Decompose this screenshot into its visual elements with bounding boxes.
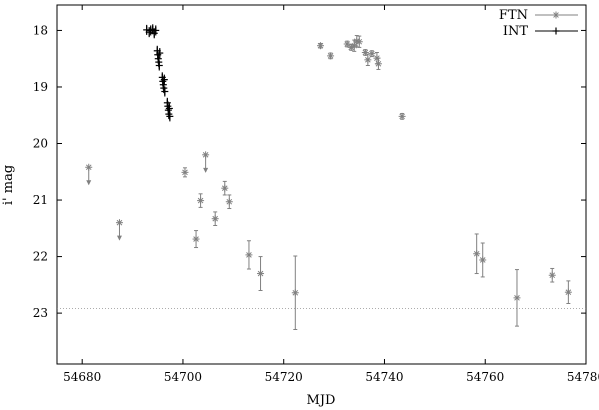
y-tick-label: 18 [33, 23, 48, 37]
ftn-point [479, 242, 487, 278]
int-point [166, 111, 174, 122]
x-tick-label: 54740 [365, 370, 403, 384]
ftn-point [192, 230, 200, 249]
int-point [145, 27, 153, 38]
int-point [149, 24, 157, 35]
ftn-point [211, 211, 219, 226]
ftn-point [564, 280, 572, 305]
int-point [156, 48, 164, 59]
ftn-point [225, 194, 233, 210]
y-tick-label: 22 [33, 250, 48, 264]
ftn-point [355, 35, 363, 48]
x-tick-label: 54720 [265, 370, 303, 384]
y-tick-label: 20 [33, 137, 48, 151]
ftn-point [291, 255, 299, 331]
y-tick-label: 23 [33, 306, 48, 320]
plot-frame [56, 4, 587, 365]
int-point [160, 74, 168, 85]
legend-label-ftn: FTN [499, 8, 528, 23]
x-tick-label: 54680 [63, 370, 101, 384]
int-point [155, 60, 163, 71]
int-point [152, 25, 160, 36]
legend: FTN INT [499, 8, 578, 39]
int-series [143, 24, 174, 122]
y-tick-label: 19 [33, 80, 48, 94]
ftn-series [85, 35, 572, 331]
ftn-point [197, 193, 205, 208]
ftn-point [343, 40, 351, 48]
ftn-point [473, 233, 481, 275]
x-tick-label: 54760 [466, 370, 504, 384]
ftn-point [398, 112, 406, 120]
ftn-upper-limit [115, 219, 123, 241]
ftn-upper-limit [202, 151, 210, 173]
ftn-point [221, 180, 229, 196]
x-tick-label: 54780 [567, 370, 599, 384]
ftn-point [257, 256, 265, 292]
legend-marker-ftn [552, 11, 560, 19]
x-axis-ticks: 54680 54700 54720 54740 54760 54780 [63, 5, 599, 384]
ftn-point [245, 240, 253, 270]
x-tick-label: 54700 [164, 370, 202, 384]
ftn-point [364, 53, 372, 66]
legend-marker-int [552, 27, 560, 35]
ftn-point [181, 167, 189, 178]
ftn-point [368, 50, 376, 58]
y-axis-label: i' mag [1, 165, 16, 205]
y-tick-label: 21 [33, 193, 48, 207]
y-axis-ticks: 18 19 20 21 22 23 [33, 23, 586, 320]
int-point [161, 86, 169, 97]
ftn-point [548, 267, 556, 283]
ftn-point [374, 57, 382, 70]
ftn-point [513, 269, 521, 327]
legend-label-int: INT [503, 24, 529, 39]
ftn-upper-limit [85, 163, 93, 186]
ftn-point [316, 42, 324, 50]
ftn-point [327, 52, 335, 60]
x-axis-label: MJD [307, 393, 336, 408]
